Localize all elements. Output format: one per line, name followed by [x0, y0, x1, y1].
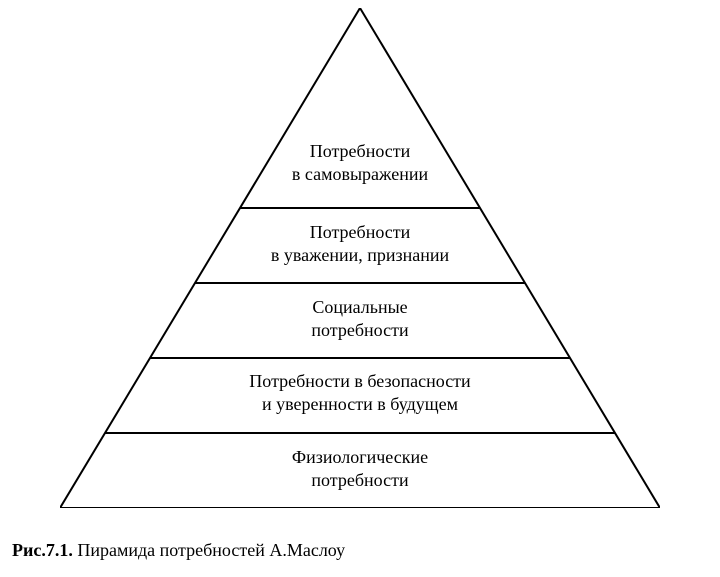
pyramid-level-label: Физиологические потребности: [292, 446, 428, 491]
pyramid-level-label: Социальные потребности: [311, 296, 408, 341]
pyramid-level-label: Потребности в самовыражении: [292, 140, 428, 185]
figure-caption: Рис.7.1. Пирамида потребностей А.Маслоу: [12, 540, 345, 561]
pyramid-level-label: Потребности в безопасности и уверенности…: [249, 370, 470, 415]
pyramid-level-label: Потребности в уважении, признании: [271, 221, 449, 266]
maslow-pyramid: Потребности в самовыражении Потребности в…: [60, 8, 660, 508]
caption-text: Пирамида потребностей А.Маслоу: [73, 540, 345, 560]
caption-prefix: Рис.7.1.: [12, 540, 73, 560]
